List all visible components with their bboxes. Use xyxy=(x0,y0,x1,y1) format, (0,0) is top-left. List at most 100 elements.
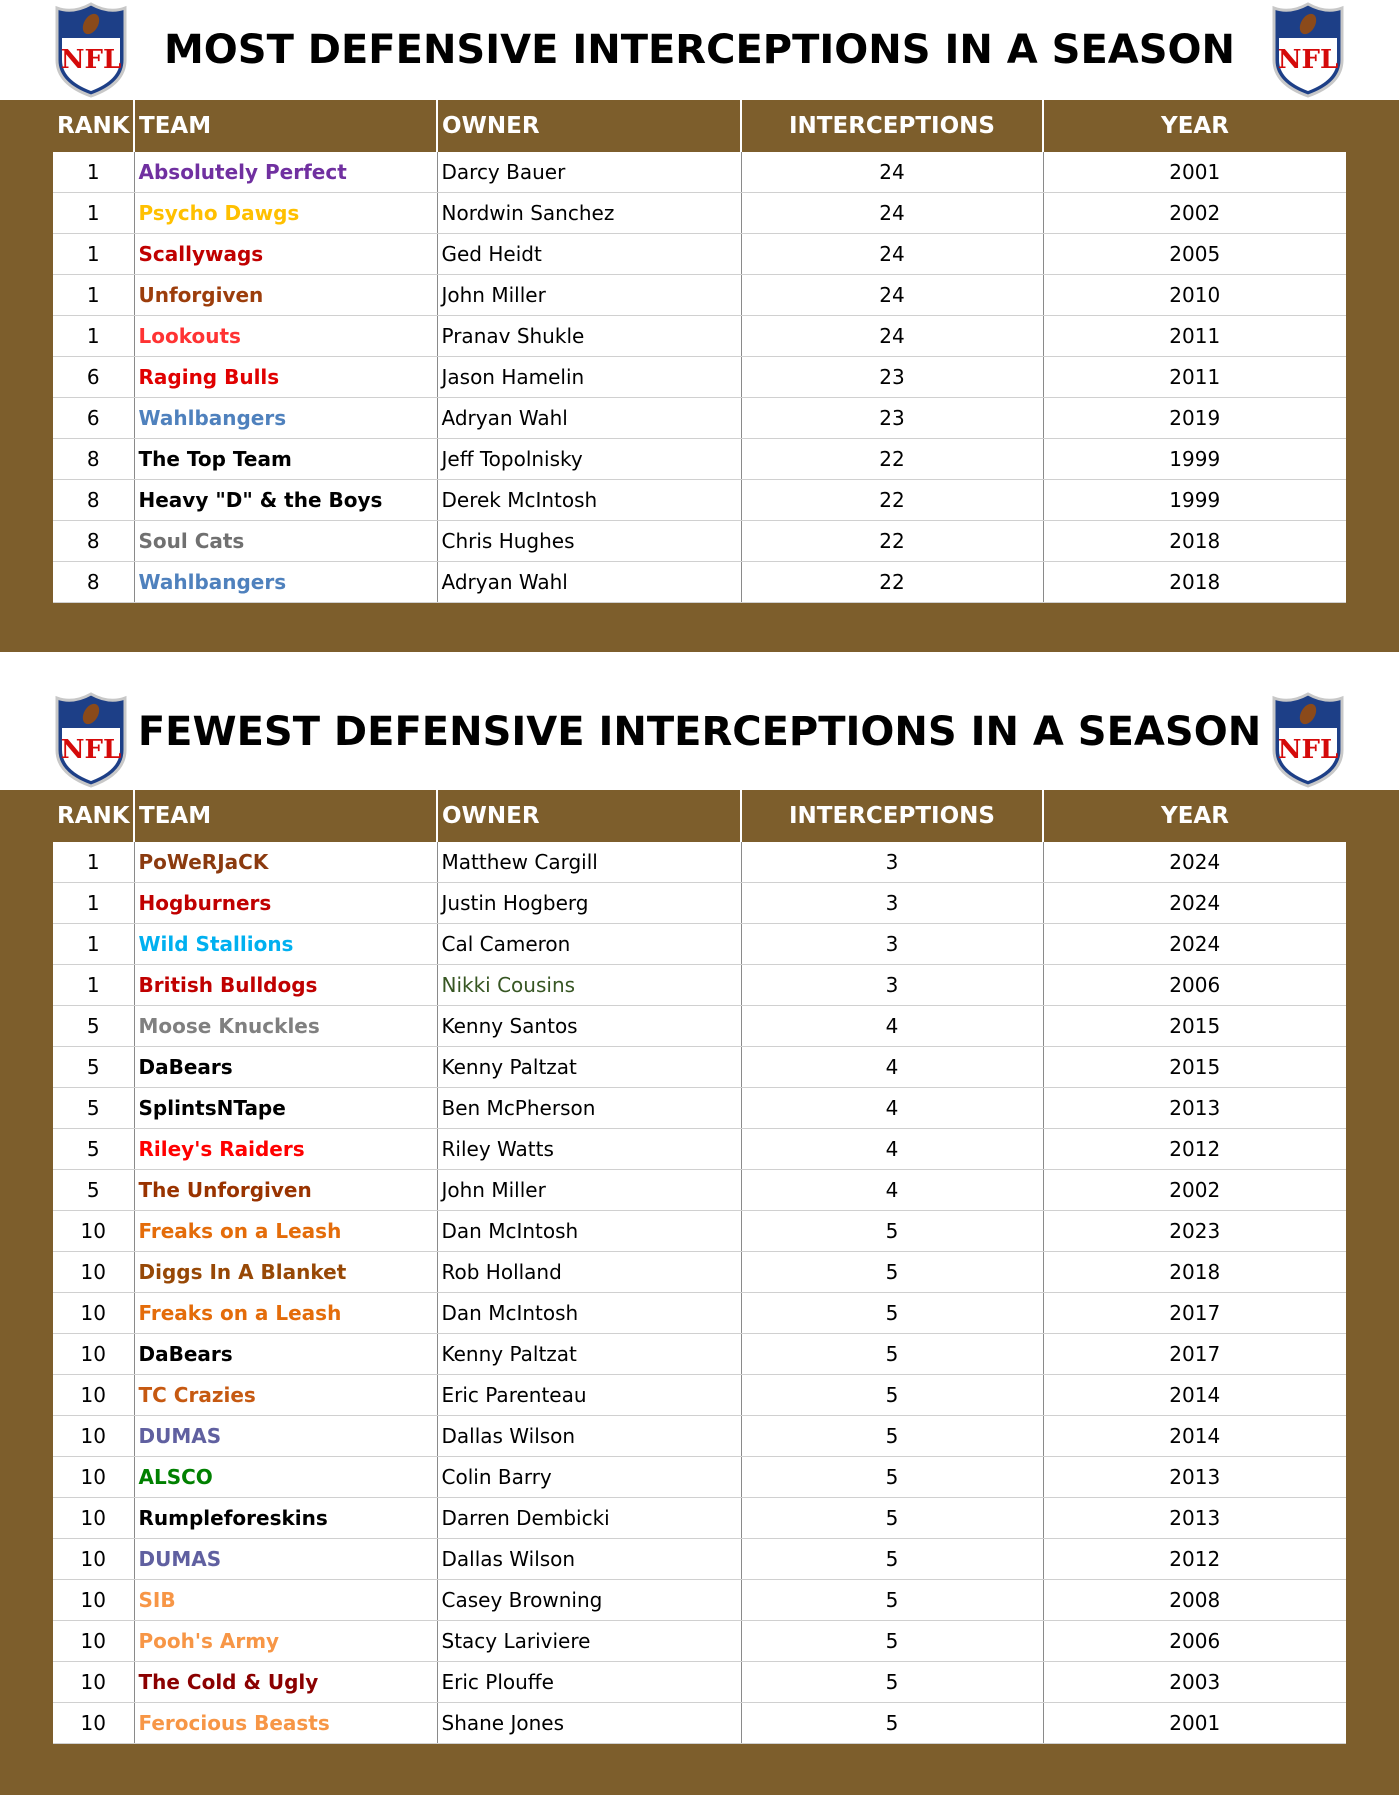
logo-shield: NFL xyxy=(1272,2,1344,98)
interceptions-cell: 24 xyxy=(740,152,1043,193)
rank-cell: 1 xyxy=(53,274,134,316)
team-cell: Wild Stallions xyxy=(133,923,437,965)
team-cell: The Unforgiven xyxy=(133,1169,437,1211)
team-cell: Raging Bulls xyxy=(133,356,437,398)
year-cell: 2001 xyxy=(1042,152,1346,193)
owner-cell: Eric Plouffe xyxy=(436,1661,741,1703)
table-row: 1 Unforgiven John Miller 24 2010 xyxy=(53,274,1346,316)
rank-cell: 6 xyxy=(53,397,134,439)
table-row: 1 Psycho Dawgs Nordwin Sanchez 24 2002 xyxy=(53,192,1346,234)
year-cell: 2012 xyxy=(1042,1128,1346,1170)
logo-text: NFL xyxy=(1278,735,1339,765)
year-cell: 2012 xyxy=(1042,1538,1346,1580)
section-title: FEWEST DEFENSIVE INTERCEPTIONS IN A SEAS… xyxy=(137,709,1262,755)
year-cell: 2010 xyxy=(1042,274,1346,316)
rank-cell: 5 xyxy=(53,1128,134,1170)
rank-cell: 10 xyxy=(53,1579,134,1621)
team-cell: Unforgiven xyxy=(133,274,437,316)
rank-cell: 8 xyxy=(53,479,134,521)
team-cell: SplintsNTape xyxy=(133,1087,437,1129)
year-cell: 2002 xyxy=(1042,1169,1346,1211)
interceptions-cell: 3 xyxy=(740,842,1043,883)
section-header xyxy=(0,675,1399,790)
column-header: TEAM xyxy=(133,100,437,152)
year-cell: 2011 xyxy=(1042,315,1346,357)
interceptions-cell: 3 xyxy=(740,882,1043,924)
rank-cell: 10 xyxy=(53,1456,134,1498)
owner-cell: Dallas Wilson xyxy=(436,1415,741,1457)
team-cell: DUMAS xyxy=(133,1415,437,1457)
owner-cell: Dallas Wilson xyxy=(436,1538,741,1580)
owner-cell: Derek McIntosh xyxy=(436,479,741,521)
column-header: INTERCEPTIONS xyxy=(740,790,1043,842)
interceptions-cell: 5 xyxy=(740,1292,1043,1334)
team-cell: Psycho Dawgs xyxy=(133,192,437,234)
year-cell: 2024 xyxy=(1042,882,1346,924)
owner-cell: Rob Holland xyxy=(436,1251,741,1293)
column-header: TEAM xyxy=(133,790,437,842)
rank-cell: 1 xyxy=(53,315,134,357)
owner-cell: Casey Browning xyxy=(436,1579,741,1621)
owner-cell: Stacy Lariviere xyxy=(436,1620,741,1662)
table-row: 8 Heavy "D" & the Boys Derek McIntosh 22 199… xyxy=(53,479,1346,521)
interceptions-cell: 4 xyxy=(740,1128,1043,1170)
interceptions-cell: 22 xyxy=(740,438,1043,480)
rank-cell: 5 xyxy=(53,1169,134,1211)
interceptions-cell: 5 xyxy=(740,1456,1043,1498)
table-row: 6 Raging Bulls Jason Hamelin 23 2011 xyxy=(53,356,1346,398)
table-row: 10 DUMAS Dallas Wilson 5 2014 xyxy=(53,1415,1346,1457)
column-header: RANK xyxy=(53,100,134,152)
rank-cell: 10 xyxy=(53,1702,134,1744)
rank-cell: 6 xyxy=(53,356,134,398)
table-row: 8 Soul Cats Chris Hughes 22 2018 xyxy=(53,520,1346,562)
rank-cell: 1 xyxy=(53,152,134,193)
rank-cell: 1 xyxy=(53,192,134,234)
table-row: 8 Wahlbangers Adryan Wahl 22 2018 xyxy=(53,561,1346,603)
table-row: 1 Hogburners Justin Hogberg 3 2024 xyxy=(53,882,1346,924)
column-header: OWNER xyxy=(436,100,741,152)
rank-cell: 1 xyxy=(53,882,134,924)
rank-cell: 10 xyxy=(53,1497,134,1539)
year-cell: 2014 xyxy=(1042,1415,1346,1457)
rank-cell: 10 xyxy=(53,1415,134,1457)
rank-cell: 10 xyxy=(53,1538,134,1580)
table-row: 10 The Cold & Ugly Eric Plouffe 5 2003 xyxy=(53,1661,1346,1703)
interceptions-cell: 5 xyxy=(740,1702,1043,1744)
owner-cell: Darren Dembicki xyxy=(436,1497,741,1539)
table-row: 1 Absolutely Perfect Darcy Bauer 24 2001 xyxy=(53,152,1346,193)
logo-text: NFL xyxy=(1278,45,1339,75)
team-cell: Absolutely Perfect xyxy=(133,152,437,193)
year-cell: 2017 xyxy=(1042,1292,1346,1334)
year-cell: 2024 xyxy=(1042,842,1346,883)
logo-shield: NFL xyxy=(55,2,127,98)
table-row: 10 DUMAS Dallas Wilson 5 2012 xyxy=(53,1538,1346,1580)
owner-cell: Nordwin Sanchez xyxy=(436,192,741,234)
team-cell: Pooh's Army xyxy=(133,1620,437,1662)
owner-cell: Adryan Wahl xyxy=(436,397,741,439)
rank-cell: 10 xyxy=(53,1292,134,1334)
team-cell: Freaks on a Leash xyxy=(133,1292,437,1334)
table-row: 1 Scallywags Ged Heidt 24 2005 xyxy=(53,233,1346,275)
owner-cell: Ben McPherson xyxy=(436,1087,741,1129)
interceptions-cell: 4 xyxy=(740,1169,1043,1211)
owner-cell: Kenny Santos xyxy=(436,1005,741,1047)
table-row: 10 Freaks on a Leash Dan McIntosh 5 2023 xyxy=(53,1210,1346,1252)
rank-cell: 1 xyxy=(53,964,134,1006)
owner-cell: John Miller xyxy=(436,274,741,316)
table-row: 10 TC Crazies Eric Parenteau 5 2014 xyxy=(53,1374,1346,1416)
interceptions-cell: 23 xyxy=(740,356,1043,398)
table-row: 10 SIB Casey Browning 5 2008 xyxy=(53,1579,1346,1621)
interceptions-cell: 5 xyxy=(740,1620,1043,1662)
year-cell: 2013 xyxy=(1042,1497,1346,1539)
rank-cell: 5 xyxy=(53,1046,134,1088)
header-row: RANK TEAM OWNER INTERCEPTIONS YEAR xyxy=(53,790,1346,842)
column-header: INTERCEPTIONS xyxy=(740,100,1043,152)
team-cell: DaBears xyxy=(133,1046,437,1088)
year-cell: 1999 xyxy=(1042,438,1346,480)
rank-cell: 10 xyxy=(53,1661,134,1703)
table-row: 10 Freaks on a Leash Dan McIntosh 5 2017 xyxy=(53,1292,1346,1334)
team-cell: Rumpleforeskins xyxy=(133,1497,437,1539)
owner-cell: Jason Hamelin xyxy=(436,356,741,398)
year-cell: 2008 xyxy=(1042,1579,1346,1621)
